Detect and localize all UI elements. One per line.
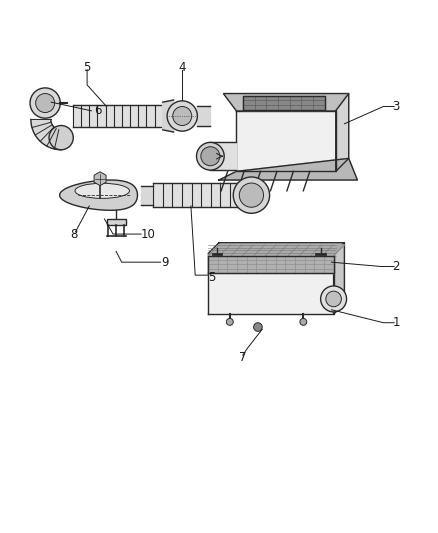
Circle shape [35,93,55,112]
Polygon shape [163,100,173,132]
Text: 7: 7 [239,351,247,364]
Polygon shape [106,219,126,225]
Polygon shape [334,243,344,314]
Polygon shape [210,142,236,170]
Text: 8: 8 [71,228,78,240]
Circle shape [239,183,264,207]
Text: 9: 9 [161,256,169,269]
Polygon shape [31,119,61,150]
Circle shape [326,291,341,306]
Text: 5: 5 [83,61,91,74]
Circle shape [30,88,60,118]
Polygon shape [219,158,357,180]
Polygon shape [73,105,163,127]
Text: 5: 5 [208,271,215,284]
Polygon shape [208,256,334,273]
Polygon shape [60,180,138,211]
Circle shape [49,126,73,150]
Polygon shape [243,96,325,110]
Circle shape [226,318,233,325]
Text: 6: 6 [94,104,102,117]
Polygon shape [223,93,349,111]
Polygon shape [198,107,210,126]
Circle shape [173,107,192,126]
Polygon shape [208,243,344,254]
Circle shape [321,286,346,312]
Polygon shape [141,185,153,205]
Circle shape [300,318,307,325]
Circle shape [167,101,198,131]
Circle shape [254,322,262,332]
Polygon shape [153,183,249,207]
Text: 2: 2 [392,260,400,273]
Polygon shape [336,93,349,172]
Polygon shape [208,245,344,256]
Text: 4: 4 [179,61,186,74]
Circle shape [197,142,224,170]
Text: 10: 10 [140,228,155,240]
Text: 3: 3 [392,100,400,113]
Polygon shape [208,254,334,314]
Text: 1: 1 [392,316,400,329]
Ellipse shape [75,183,130,198]
Circle shape [201,147,220,166]
Polygon shape [94,172,106,185]
Polygon shape [236,111,336,172]
Circle shape [233,177,270,213]
